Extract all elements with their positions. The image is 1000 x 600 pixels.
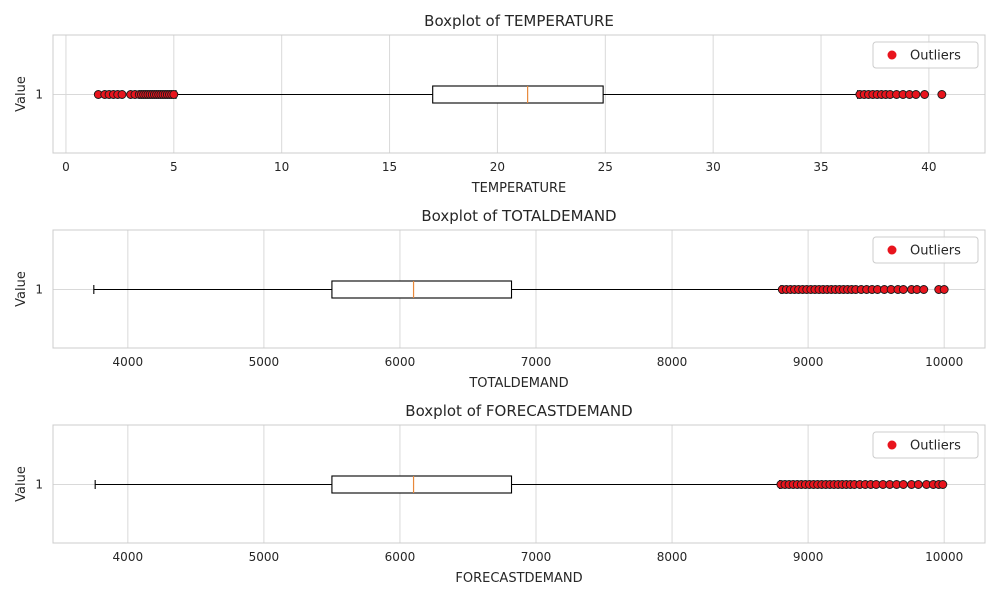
outlier-point	[898, 285, 908, 294]
outlier-point	[937, 90, 947, 99]
x-tick-label: 10000	[925, 550, 963, 564]
x-tick-label: 40	[921, 160, 936, 174]
x-tick-label: 4000	[113, 355, 144, 369]
x-tick-label: 5000	[249, 355, 280, 369]
plot-area-frame	[52, 34, 986, 154]
y-axis-label: Value	[14, 466, 29, 502]
outlier-point	[939, 285, 949, 294]
outlier-point	[920, 90, 930, 99]
x-tick-label: 30	[706, 160, 721, 174]
legend-marker	[887, 440, 897, 450]
x-tick-label: 8000	[657, 550, 688, 564]
subplot-1: Boxplot of TEMPERATURE 0 5 10 15 20 25 30 35 40 TE…	[14, 12, 986, 196]
subplot-title: Boxplot of FORECASTDEMAND	[405, 402, 632, 420]
x-axis-label: TOTALDEMAND	[468, 376, 568, 391]
legend-box	[872, 236, 979, 264]
x-tick-label: 10000	[925, 355, 963, 369]
legend-marker	[887, 245, 897, 255]
x-tick-label: 7000	[521, 550, 552, 564]
plot-area-frame	[52, 424, 986, 544]
outlier-point	[169, 90, 179, 99]
x-tick-label: 6000	[385, 355, 416, 369]
legend-label: Outliers	[910, 49, 961, 64]
outlier-point	[117, 90, 127, 99]
x-tick-label: 20	[490, 160, 505, 174]
outlier-point	[938, 480, 948, 489]
legend-marker	[887, 50, 897, 60]
outlier-point	[919, 285, 929, 294]
x-axis-label: TEMPERATURE	[471, 181, 567, 196]
iqr-box	[331, 475, 513, 494]
legend-label: Outliers	[910, 439, 961, 454]
outlier-point	[898, 480, 908, 489]
y-tick-label: 1	[35, 88, 43, 102]
x-tick-label: 7000	[521, 355, 552, 369]
outlier-point	[913, 480, 923, 489]
iqr-box	[331, 280, 513, 299]
x-tick-label: 6000	[385, 550, 416, 564]
subplot-2: Boxplot of TOTALDEMAND 4000 5000 6000 7000 80…	[14, 207, 986, 391]
x-tick-label: 8000	[657, 355, 688, 369]
x-tick-label: 5	[170, 160, 178, 174]
plot-area-frame	[52, 229, 986, 349]
x-tick-label: 35	[813, 160, 828, 174]
x-tick-label: 9000	[793, 550, 824, 564]
x-tick-label: 15	[382, 160, 397, 174]
x-tick-label: 10	[274, 160, 289, 174]
subplot-3: Boxplot of FORECASTDEMAND 4000 5000 6000 700…	[14, 402, 986, 586]
x-tick-label: 5000	[249, 550, 280, 564]
x-tick-label: 25	[598, 160, 613, 174]
x-tick-label: 9000	[793, 355, 824, 369]
outlier-point	[911, 90, 921, 99]
y-axis-label: Value	[14, 271, 29, 307]
legend-label: Outliers	[910, 244, 961, 259]
legend-box	[872, 431, 979, 459]
legend-box	[872, 41, 979, 69]
x-tick-label: 0	[62, 160, 70, 174]
y-tick-label: 1	[35, 478, 43, 492]
y-tick-label: 1	[35, 283, 43, 297]
x-tick-label: 4000	[113, 550, 144, 564]
subplot-title: Boxplot of TOTALDEMAND	[421, 207, 616, 225]
x-axis-label: FORECASTDEMAND	[455, 571, 582, 586]
y-axis-label: Value	[14, 76, 29, 112]
subplot-title: Boxplot of TEMPERATURE	[424, 12, 614, 30]
iqr-box	[432, 85, 604, 104]
